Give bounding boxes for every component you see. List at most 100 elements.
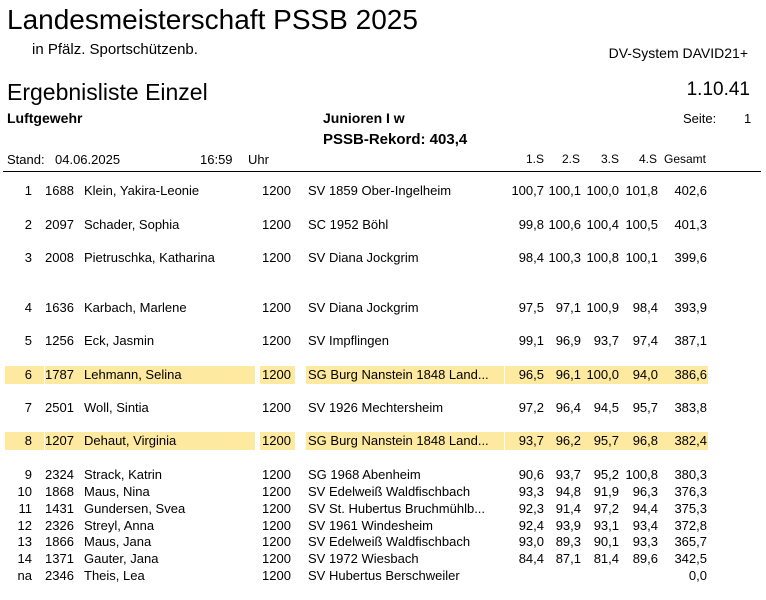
series4-cell: 95,7: [632, 400, 658, 415]
series3-cell: 100,8: [586, 250, 619, 265]
system-label: DV-System DAVID21+: [608, 45, 748, 61]
club-cell: SV Diana Jockgrim: [308, 300, 419, 315]
rank-cell: 7: [24, 400, 32, 415]
rank-cell: 2: [24, 217, 32, 232]
organizer-subtitle: in Pfälz. Sportschützenb.: [32, 41, 198, 58]
number-cell: 1636: [45, 300, 74, 315]
table-row: 5 1256 Eck, Jasmin 1200 SV Impflingen 99,1 96,…: [0, 332, 766, 350]
number-cell: 2008: [45, 250, 74, 265]
series2-cell: 97,1: [555, 300, 581, 315]
club-cell: SV 1859 Ober-Ingelheim: [308, 183, 452, 198]
series2-cell: 96,2: [555, 433, 581, 448]
rank-cell: na: [17, 568, 32, 583]
class-cell: 1200: [262, 568, 291, 583]
series3-cell: 100,0: [586, 367, 619, 382]
club-cell: SG 1968 Abenheim: [308, 467, 421, 482]
table-row: 14 1371 Gauter, Jana 1200 SV 1972 Wiesbach 84…: [0, 550, 766, 568]
class-cell: 1200: [262, 183, 291, 198]
series1-cell: 93,0: [518, 534, 544, 549]
class-cell: 1200: [262, 217, 291, 232]
series3-cell: 91,9: [593, 484, 619, 499]
club-cell: SC 1952 Böhl: [308, 217, 389, 232]
series1-cell: 98,4: [518, 250, 544, 265]
row-highlight: [5, 432, 44, 450]
header-separator: [3, 171, 761, 172]
series4-cell: 96,3: [632, 484, 658, 499]
rank-cell: 13: [17, 534, 32, 549]
table-row: 10 1868 Maus, Nina 1200 SV Edelweiß Waldfisc…: [0, 483, 766, 501]
series4-cell: 93,3: [632, 534, 658, 549]
category-label: Junioren I w: [323, 110, 405, 126]
name-cell: Gundersen, Svea: [84, 501, 186, 516]
series4-cell: 100,8: [625, 467, 658, 482]
name-cell: Schader, Sophia: [84, 217, 180, 232]
page-title: Landesmeisterschaft PSSB 2025: [7, 4, 418, 35]
series2-cell: 91,4: [555, 501, 581, 516]
name-cell: Klein, Yakira-Leonie: [84, 183, 200, 198]
column-header-s3: 3.S: [600, 152, 619, 166]
club-cell: SV St. Hubertus Bruchmühlb...: [308, 501, 486, 516]
class-cell: 1200: [262, 333, 291, 348]
table-row: 11 1431 Gundersen, Svea 1200 SV St. Hubertus…: [0, 500, 766, 518]
club-cell: SG Burg Nanstein 1848 Land...: [308, 367, 489, 382]
table-row: 9 2324 Strack, Katrin 1200 SG 1968 Abenheim 9…: [0, 466, 766, 484]
total-cell: 380,3: [674, 467, 707, 482]
list-title: Ergebnisliste Einzel: [7, 79, 208, 105]
total-cell: 399,6: [674, 250, 707, 265]
series1-cell: 99,8: [518, 217, 544, 232]
series3-cell: 100,9: [586, 300, 619, 315]
number-cell: 1256: [45, 333, 74, 348]
series4-cell: 89,6: [632, 551, 658, 566]
class-cell: 1200: [262, 367, 291, 382]
series1-cell: 90,6: [518, 467, 544, 482]
series1-cell: 84,4: [518, 551, 544, 566]
number-cell: 1371: [45, 551, 74, 566]
name-cell: Gauter, Jana: [84, 551, 159, 566]
total-cell: 0,0: [688, 568, 707, 583]
column-header-s1: 1.S: [525, 152, 544, 166]
series4-cell: 93,4: [632, 518, 658, 533]
series1-cell: 93,3: [518, 484, 544, 499]
stand-date: 04.06.2025: [55, 152, 121, 167]
series2-cell: 96,1: [555, 367, 581, 382]
number-cell: 2326: [45, 518, 74, 533]
series2-cell: 96,9: [555, 333, 581, 348]
table-row: 4 1636 Karbach, Marlene 1200 SV Diana Jockgr…: [0, 299, 766, 317]
number-cell: 2324: [45, 467, 74, 482]
table-row: 1 1688 Klein, Yakira-Leonie 1200 SV 1859 Obe…: [0, 182, 766, 200]
series4-cell: 100,1: [625, 250, 658, 265]
class-cell: 1200: [262, 250, 291, 265]
name-cell: Maus, Nina: [84, 484, 150, 499]
row-highlight: [505, 432, 708, 450]
total-cell: 402,6: [674, 183, 707, 198]
series2-cell: 100,3: [548, 250, 581, 265]
series4-cell: 97,4: [632, 333, 658, 348]
total-cell: 375,3: [674, 501, 707, 516]
series1-cell: 92,4: [518, 518, 544, 533]
series4-cell: 100,5: [625, 217, 658, 232]
class-cell: 1200: [262, 518, 291, 533]
rank-cell: 4: [24, 300, 32, 315]
table-row: 6 1787 Lehmann, Selina 1200 SG Burg Nanstein…: [0, 366, 766, 384]
column-header-total: Gesamt: [664, 152, 707, 166]
series1-cell: [505, 567, 544, 585]
series2-cell: 87,1: [555, 551, 581, 566]
series4-cell: 96,8: [632, 433, 658, 448]
name-cell: Theis, Lea: [84, 568, 145, 583]
number-cell: 1207: [45, 433, 74, 448]
rank-cell: 1: [24, 183, 32, 198]
page-number: 1: [744, 111, 752, 126]
number-cell: 1688: [45, 183, 74, 198]
total-cell: 372,8: [674, 518, 707, 533]
series2-cell: 100,6: [548, 217, 581, 232]
table-row: 2 2097 Schader, Sophia 1200 SC 1952 Böhl 99,8…: [0, 216, 766, 234]
page-label: Seite:: [683, 111, 717, 126]
record-label: PSSB-Rekord: 403,4: [323, 131, 468, 148]
series3-cell: 97,2: [593, 501, 619, 516]
rank-cell: 10: [17, 484, 32, 499]
series2-cell: 93,9: [555, 518, 581, 533]
column-header-s4: 4.S: [638, 152, 657, 166]
class-cell: 1200: [262, 433, 291, 448]
total-cell: 382,4: [674, 433, 707, 448]
series3-cell: 94,5: [593, 400, 619, 415]
